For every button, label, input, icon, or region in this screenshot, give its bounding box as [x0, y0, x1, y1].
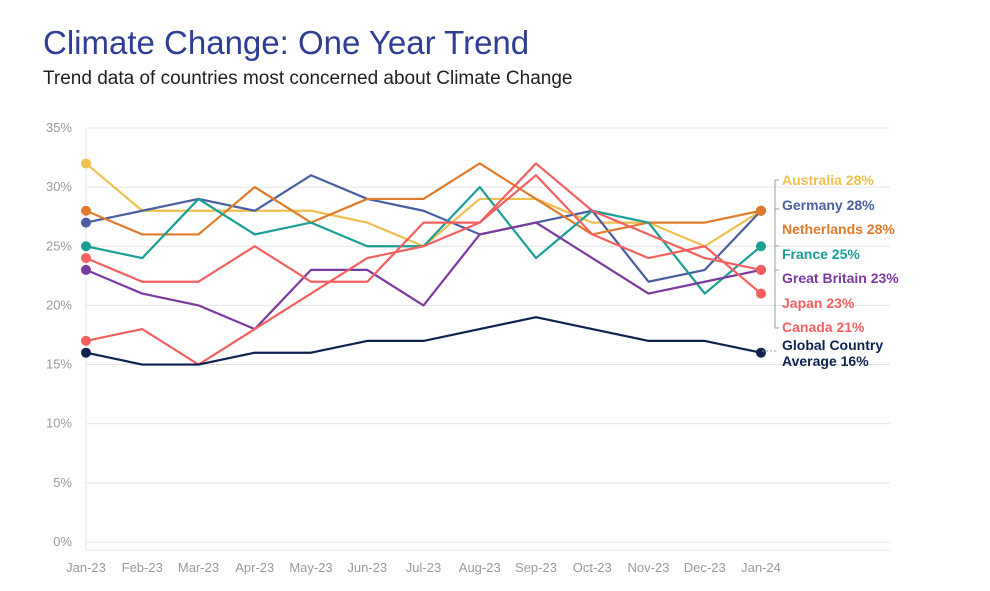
x-tick-label: Sep-23: [515, 560, 557, 575]
series-end-point: [756, 347, 766, 358]
x-tick-label: Mar-23: [178, 560, 219, 575]
series-end-point: [756, 205, 766, 216]
chart-subtitle: Trend data of countries most concerned a…: [43, 68, 573, 89]
series-end-label: Netherlands 28%: [782, 221, 895, 237]
y-tick-label: 0%: [53, 534, 72, 549]
series-end-label: Japan 23%: [782, 295, 855, 311]
series-start-point: [81, 253, 91, 264]
series-end-label: France 25%: [782, 246, 860, 262]
series-start-point: [81, 241, 91, 252]
series-line: [85, 174, 762, 295]
y-tick-label: 15%: [46, 357, 72, 372]
series-start-point: [81, 205, 91, 216]
series-start-point: [81, 347, 91, 358]
x-tick-label: Nov-23: [628, 560, 670, 575]
series-end-label: Average 16%: [782, 353, 869, 369]
x-tick-label: May-23: [289, 560, 332, 575]
series-end-label: Great Britain 23%: [782, 270, 899, 286]
series-start-point: [81, 335, 91, 346]
y-tick-label: 30%: [46, 179, 72, 194]
x-tick-label: Jan-24: [741, 560, 781, 575]
y-tick-label: 25%: [46, 238, 72, 253]
series-end-label: Germany 28%: [782, 197, 875, 213]
series-end-label: Global Country: [782, 337, 883, 353]
series-line: [85, 316, 762, 366]
x-tick-label: Jan-23: [66, 560, 106, 575]
series-end-point: [756, 264, 766, 275]
series-start-point: [81, 217, 91, 228]
series-start-point: [81, 264, 91, 275]
y-tick-label: 35%: [46, 120, 72, 135]
x-tick-label: Jul-23: [406, 560, 441, 575]
x-tick-label: Dec-23: [684, 560, 726, 575]
x-tick-label: Aug-23: [459, 560, 501, 575]
x-tick-label: Feb-23: [122, 560, 163, 575]
x-tick-label: Jun-23: [347, 560, 387, 575]
series-line: [85, 221, 762, 331]
series-end-point: [756, 288, 766, 299]
series-line: [85, 162, 762, 366]
y-tick-label: 20%: [46, 297, 72, 312]
chart-title: Climate Change: One Year Trend: [43, 24, 530, 61]
y-tick-label: 5%: [53, 475, 72, 490]
y-tick-label: 10%: [46, 416, 72, 431]
x-tick-label: Apr-23: [235, 560, 274, 575]
series-end-label: Australia 28%: [782, 172, 874, 188]
series-end-point: [756, 241, 766, 252]
series-start-point: [81, 158, 91, 169]
x-tick-label: Oct-23: [573, 560, 612, 575]
series-end-label: Canada 21%: [782, 319, 865, 335]
